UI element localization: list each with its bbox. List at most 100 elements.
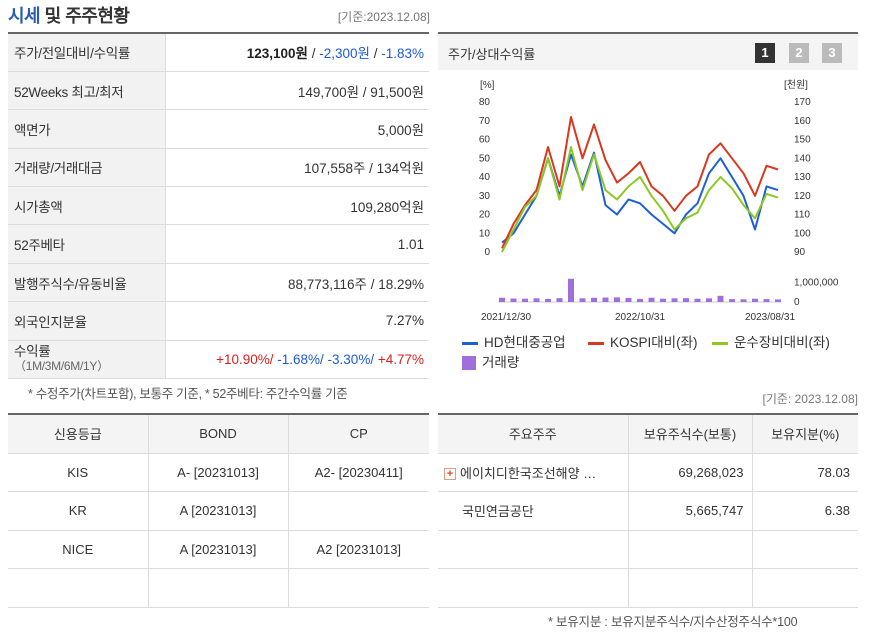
volume-bar — [614, 297, 620, 302]
legend-item: 거래량 — [462, 351, 519, 371]
volume-bar — [545, 298, 551, 302]
volume-bar — [602, 297, 609, 302]
left-axis-tick-label: 80 — [479, 97, 491, 108]
volume-bar — [533, 298, 540, 302]
left-axis-tick-label: 30 — [479, 191, 491, 202]
current-price: 123,100원 — [246, 46, 308, 62]
right-axis-tick-label: 100 — [794, 228, 811, 239]
chart-page-2-button[interactable]: 2 — [789, 43, 809, 63]
table-row: 주가/전일대비/수익률 123,100원 / -2,300원 / -1.83% — [8, 33, 429, 72]
volume-bar — [568, 278, 574, 302]
volume-bar — [671, 298, 678, 302]
volume-bar — [637, 298, 643, 302]
row-label: 발행주식수/유동비율 — [8, 263, 166, 303]
right-axis-unit: [천원] — [784, 79, 808, 91]
row-label: 액면가 — [8, 109, 166, 149]
major-shareholders-table: 주요주주 보유주식수(보통) 보유지분(%) + 에이치디한국조선해양 … 69,… — [438, 413, 858, 608]
table-row — [438, 568, 858, 608]
price-chart: [%] [천원]807060504030201001701601501401301… — [479, 79, 839, 323]
volume-bar — [625, 297, 632, 302]
legend-swatch — [462, 356, 476, 371]
table-row: NICE A [20231013] A2 [20231013] — [8, 530, 429, 569]
table-header-row: 신용등급 BOND CP — [8, 414, 429, 454]
left-axis-unit: [%] — [480, 80, 495, 91]
legend-swatch — [712, 341, 728, 345]
reference-date: [기준:2023.12.08] — [337, 10, 430, 24]
row-value: 7.27% — [165, 301, 429, 341]
legend-swatch — [462, 341, 478, 345]
row-label: 시가총액 — [8, 186, 166, 226]
volume-bar — [763, 299, 770, 302]
table-row — [438, 530, 858, 569]
price-change: -2,300원 — [319, 46, 370, 62]
right-axis-tick-label: 170 — [794, 97, 811, 108]
row-label: 52주베타 — [8, 224, 166, 264]
volume-bar — [717, 295, 724, 302]
row-label: 외국인지분율 — [8, 301, 166, 341]
footnote: * 보유지분 : 보유지분주식수/지수산정주식수*100 — [548, 615, 798, 629]
chart-page-3-button[interactable]: 3 — [822, 43, 842, 63]
row-label: 주가/전일대비/수익률 — [8, 33, 166, 72]
left-axis-tick-label: 60 — [479, 135, 491, 146]
row-value: 1.01 — [165, 224, 429, 264]
row-value: 5,000원 — [165, 109, 429, 149]
series-line-2 — [501, 116, 779, 249]
volume-bar — [683, 298, 689, 302]
left-axis-tick-label: 10 — [479, 228, 491, 239]
volume-bar — [752, 298, 758, 302]
shareholder-name: 국민연금공단 — [438, 491, 629, 531]
table-row: 52주베타 1.01 — [8, 224, 429, 264]
legend-item: HD현대중공업 — [462, 331, 566, 351]
right-axis-tick-label: 140 — [794, 153, 811, 164]
row-label: 거래량/거래대금 — [8, 148, 166, 188]
shareholder-name[interactable]: + 에이치디한국조선해양 … — [438, 453, 629, 492]
table-row: 거래량/거래대금 107,558주 / 134억원 — [8, 148, 429, 188]
reference-date: [기준: 2023.12.08] — [762, 392, 858, 406]
legend-item: 운수장비대비(좌) — [712, 331, 830, 351]
left-axis-tick-label: 40 — [479, 172, 491, 183]
right-axis-tick-label: 130 — [794, 172, 811, 183]
table-row: KR A [20231013] — [8, 491, 429, 531]
return-3m: -1.68%/ — [273, 351, 324, 367]
table-row: KIS A- [20231013] A2- [20230411] — [8, 453, 429, 492]
volume-bar — [694, 298, 701, 302]
volume-bar — [556, 298, 563, 302]
return-1y: +4.77% — [374, 351, 424, 367]
right-axis-tick-label: 120 — [794, 191, 811, 202]
volume-bar — [522, 298, 528, 302]
volume-bar — [729, 299, 735, 302]
x-axis-tick-label: 2023/08/31 — [745, 312, 795, 323]
volume-bar — [706, 298, 712, 302]
returns-cell: +10.90%/ -1.68%/ -3.30%/ +4.77% — [165, 340, 429, 380]
table-row — [8, 568, 429, 608]
price-cell: 123,100원 / -2,300원 / -1.83% — [165, 33, 429, 72]
volume-bar — [775, 299, 781, 302]
volume-bar — [499, 297, 505, 302]
legend-item: KOSPI대비(좌) — [588, 331, 698, 351]
volume-axis-tick-label: 1,000,000 — [794, 278, 839, 289]
row-value: 107,558주 / 134억원 — [165, 148, 429, 188]
return-6m: -3.30%/ — [323, 351, 375, 367]
right-axis-tick-label: 90 — [794, 247, 806, 258]
plus-icon[interactable]: + — [444, 468, 456, 481]
left-axis-tick-label: 20 — [479, 210, 491, 221]
table-row: 국민연금공단 5,665,747 6.38 — [438, 491, 858, 531]
return-1m: +10.90%/ — [216, 351, 274, 367]
row-label: 52Weeks 최고/최저 — [8, 71, 166, 111]
volume-bar — [579, 298, 586, 302]
row-value: 149,700원 / 91,500원 — [165, 71, 429, 111]
volume-bar — [510, 298, 517, 302]
quote-table: 주가/전일대비/수익률 123,100원 / -2,300원 / -1.83% … — [8, 32, 429, 380]
volume-bar — [740, 299, 747, 302]
table-row: 외국인지분율 7.27% — [8, 301, 429, 341]
table-row: 액면가 5,000원 — [8, 109, 429, 149]
x-axis-tick-label: 2021/12/30 — [481, 312, 531, 323]
left-axis-tick-label: 0 — [484, 247, 490, 258]
chart-title: 주가/상대수익률 — [448, 47, 536, 62]
volume-bar — [591, 297, 597, 302]
table-header-row: 주요주주 보유주식수(보통) 보유지분(%) — [438, 414, 858, 454]
right-axis-tick-label: 110 — [794, 210, 810, 221]
row-value: 88,773,116주 / 18.29% — [165, 263, 429, 303]
chart-page-1-button[interactable]: 1 — [755, 43, 775, 63]
series-line-3 — [501, 146, 779, 253]
